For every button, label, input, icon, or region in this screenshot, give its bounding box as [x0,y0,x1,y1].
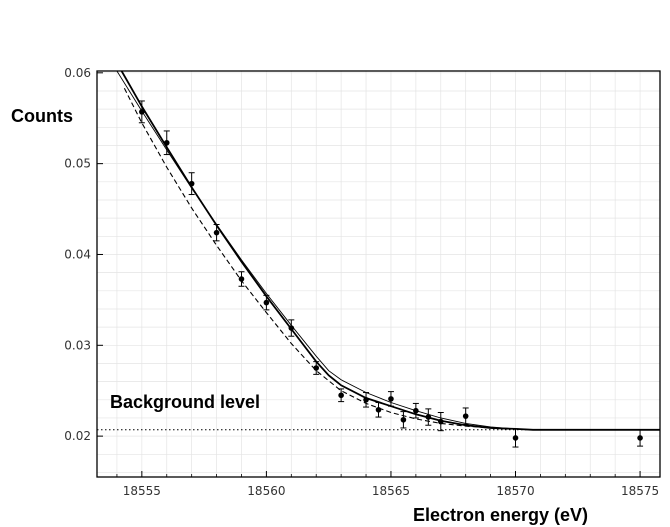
data-point-marker [512,435,519,441]
data-point [637,429,644,447]
data-point-marker [313,365,320,371]
y-tick-label: 0.05 [64,157,91,171]
data-point [188,172,195,196]
data-point-marker [388,396,394,402]
y-tick-label: 0.02 [64,429,91,443]
data-point [462,407,469,425]
x-tick-label: 18575 [621,484,659,498]
data-point-marker [238,276,245,282]
x-tick-label: 18555 [123,484,161,498]
data-point [437,412,444,432]
data-point-marker [338,392,344,399]
data-point-marker [263,299,270,306]
grid [97,71,660,477]
data-point [313,361,320,375]
data-point [213,223,220,242]
data-point [425,408,432,426]
x-tick-label: 18560 [247,484,285,498]
plot-frame [96,70,661,478]
data-point-marker [400,416,407,423]
data-point [163,130,170,156]
data-point [238,271,245,287]
data-point-marker [413,407,419,414]
fit-curves [116,71,660,431]
data-point-marker [375,406,382,413]
y-axis-label: Counts [11,106,73,126]
y-axis-ticks: 0.02 0.03 0.04 0.05 0.06 [64,66,103,443]
data-point [400,411,407,429]
x-axis-label: Electron energy (eV) [413,505,588,525]
fit-curve-dashed [123,88,516,430]
data-point-marker [363,396,369,403]
data-point-marker [437,418,444,425]
x-tick-label: 18565 [372,484,410,498]
data-point-marker [163,139,170,146]
data-point-marker [288,325,295,331]
data-point-marker [213,229,220,236]
data-point [363,392,370,408]
data-point [412,402,419,419]
data-point [288,319,295,337]
y-tick-label: 0.06 [64,66,91,80]
data-point [387,391,394,407]
data-point [338,388,345,403]
data-point-marker [139,109,145,115]
y-tick-label: 0.03 [64,338,91,352]
y-tick-label: 0.04 [64,247,91,261]
background-level-label: Background level [110,392,260,412]
data-point-marker [462,413,469,419]
fit-curve-solid-thin [116,71,660,431]
data-point-marker [188,180,195,187]
data-point [375,402,382,418]
data-point-marker [425,414,432,420]
x-tick-label: 18570 [496,484,534,498]
data-point [512,428,519,448]
data-point [263,294,270,311]
data-point [138,100,145,124]
data-points [138,100,644,448]
x-axis-ticks: 18555 18560 18565 18570 18575 [116,471,659,498]
data-point-marker [637,435,643,441]
